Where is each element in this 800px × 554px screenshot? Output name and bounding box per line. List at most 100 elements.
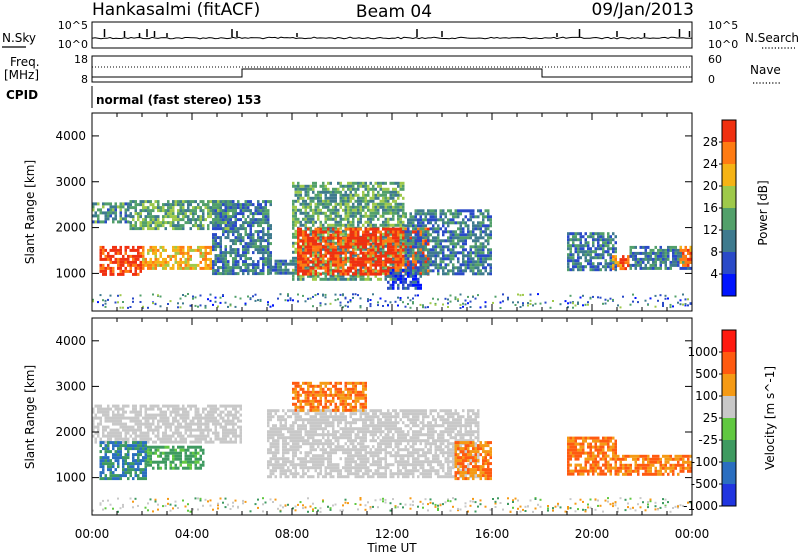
beam-title: Beam 04 <box>356 2 432 22</box>
velocity-colorbar-tick-5: -100 <box>691 455 718 469</box>
power-colorbar: 28 24 20 16 12 8 4 <box>703 119 737 297</box>
cpid-text: normal (fast stereo) 153 <box>96 93 262 107</box>
velocity-colorbar-tick-4: -25 <box>698 433 718 447</box>
power-colorbar-tick-3: 16 <box>703 201 718 215</box>
velocity-region-5 <box>454 441 492 481</box>
x-tick-6: 00:00 <box>675 527 710 541</box>
velocity-colorbar: 1000 500 100 25 -25 -100 -500 -1000 <box>683 329 737 513</box>
power-y-tick-0: 4000 <box>55 129 86 143</box>
radar-title: Hankasalmi (fitACF) <box>92 0 260 20</box>
x-tick-1: 04:00 <box>175 527 210 541</box>
velocity-ground-scatter <box>92 497 692 513</box>
freq-panel: Freq. [MHz] 18 8 60 0 Nave <box>4 53 781 86</box>
time-axis: 00:00 04:00 08:00 12:00 16:00 20:00 00:00 <box>75 527 710 541</box>
nave-label: Nave <box>750 63 781 77</box>
x-tick-4: 16:00 <box>475 527 510 541</box>
power-colorbar-tick-0: 28 <box>703 135 718 149</box>
noise-sky-label: N.Sky <box>2 31 36 45</box>
x-tick-2: 08:00 <box>275 527 310 541</box>
power-region-10 <box>567 232 617 272</box>
x-tick-5: 20:00 <box>575 527 610 541</box>
velocity-colorbar-swatch-2 <box>722 440 736 462</box>
velocity-colorbar-swatch-5 <box>722 374 736 396</box>
power-ground-scatter <box>92 293 692 309</box>
date-title: 09/Jan/2013 <box>591 0 694 20</box>
power-y-tick-3: 1000 <box>55 266 86 280</box>
power-colorbar-swatch-5 <box>722 164 736 186</box>
power-region-13 <box>679 245 692 267</box>
velocity-axes: 4000 3000 2000 1000 <box>55 318 693 515</box>
power-colorbar-swatch-2 <box>722 230 736 252</box>
power-colorbar-label: Power [dB] <box>756 180 770 245</box>
power-colorbar-tick-1: 24 <box>703 157 718 171</box>
x-axis-label: Time UT <box>366 541 417 554</box>
freq-tick-top: 18 <box>74 53 88 66</box>
freq-unit-label: [MHz] <box>4 68 39 82</box>
power-colorbar-tick-6: 4 <box>710 267 718 281</box>
freq-label: Freq. <box>10 55 40 69</box>
velocity-colorbar-tick-1: 500 <box>695 367 718 381</box>
power-region-4 <box>142 245 212 270</box>
velocity-region-0 <box>92 404 242 444</box>
cpid-panel: CPID normal (fast stereo) 153 <box>6 86 262 108</box>
velocity-region-4 <box>292 381 367 412</box>
power-panel: 4000 3000 2000 1000 Slant Range [km] 28 24 20… <box>23 112 770 312</box>
velocity-colorbar-tick-2: 100 <box>695 389 718 403</box>
power-region-8 <box>404 209 492 276</box>
noise-spikes <box>103 29 691 37</box>
noise-panel: N.Sky 10^5 10^0 10^5 10^0 N.Search <box>2 19 799 51</box>
x-tick-3: 12:00 <box>375 527 410 541</box>
power-y-tick-2: 2000 <box>55 221 86 235</box>
velocity-colorbar-tick-3: 25 <box>703 411 718 425</box>
velocity-region-3 <box>267 409 480 479</box>
noise-sky-line <box>91 36 693 40</box>
nave-tick-top: 60 <box>708 53 722 66</box>
power-colorbar-swatch-1 <box>722 252 736 274</box>
nave-tick-bottom: 0 <box>708 73 715 86</box>
power-colorbar-tick-4: 12 <box>703 223 718 237</box>
velocity-y-label: Slant Range [km] <box>23 365 37 469</box>
velocity-colorbar-swatch-3 <box>722 418 736 440</box>
velocity-colorbar-tick-6: -500 <box>691 477 718 491</box>
velocity-colorbar-swatch-0 <box>722 484 736 506</box>
power-region-3 <box>99 245 142 276</box>
power-region-5 <box>267 259 292 275</box>
power-axes: 4000 3000 2000 1000 <box>55 113 693 311</box>
power-heatmap <box>92 181 692 309</box>
power-colorbar-swatch-3 <box>722 208 736 230</box>
x-tick-0: 00:00 <box>75 527 110 541</box>
velocity-heatmap <box>92 381 692 513</box>
power-region-0 <box>92 202 130 224</box>
noise-tick-top-right: 10^5 <box>708 19 738 32</box>
power-colorbar-swatch-7 <box>722 120 736 142</box>
power-region-12 <box>629 245 692 270</box>
velocity-y-tick-0: 4000 <box>55 334 86 348</box>
velocity-colorbar-tick-7: -1000 <box>683 499 718 513</box>
velocity-y-tick-1: 3000 <box>55 379 86 393</box>
velocity-colorbar-tick-0: 1000 <box>687 345 718 359</box>
noise-tick-bottom-left: 10^0 <box>58 38 88 51</box>
velocity-panel: 4000 3000 2000 1000 Slant Range [km] 1000 50… <box>23 317 777 554</box>
velocity-colorbar-swatch-4 <box>722 396 736 418</box>
power-colorbar-tick-5: 8 <box>710 245 718 259</box>
power-colorbar-tick-2: 20 <box>703 179 718 193</box>
power-region-2 <box>212 200 272 276</box>
cpid-label: CPID <box>6 88 38 102</box>
velocity-colorbar-label: Velocity [m s^-1] <box>763 366 777 470</box>
power-y-tick-1: 3000 <box>55 175 86 189</box>
velocity-colorbar-swatch-1 <box>722 462 736 484</box>
velocity-region-1 <box>99 441 147 481</box>
velocity-colorbar-swatch-7 <box>722 330 736 352</box>
velocity-y-tick-2: 2000 <box>55 425 86 439</box>
velocity-region-7 <box>617 454 692 476</box>
power-y-label: Slant Range [km] <box>23 160 37 264</box>
power-colorbar-swatch-0 <box>722 274 736 296</box>
noise-tick-top-left: 10^5 <box>58 19 88 32</box>
velocity-region-2 <box>147 445 205 470</box>
noise-tick-bottom-right: 10^0 <box>708 38 738 51</box>
freq-tick-bottom: 8 <box>81 73 88 86</box>
noise-search-label: N.Search <box>745 31 799 45</box>
velocity-y-tick-3: 1000 <box>55 471 86 485</box>
power-region-11 <box>612 255 630 271</box>
